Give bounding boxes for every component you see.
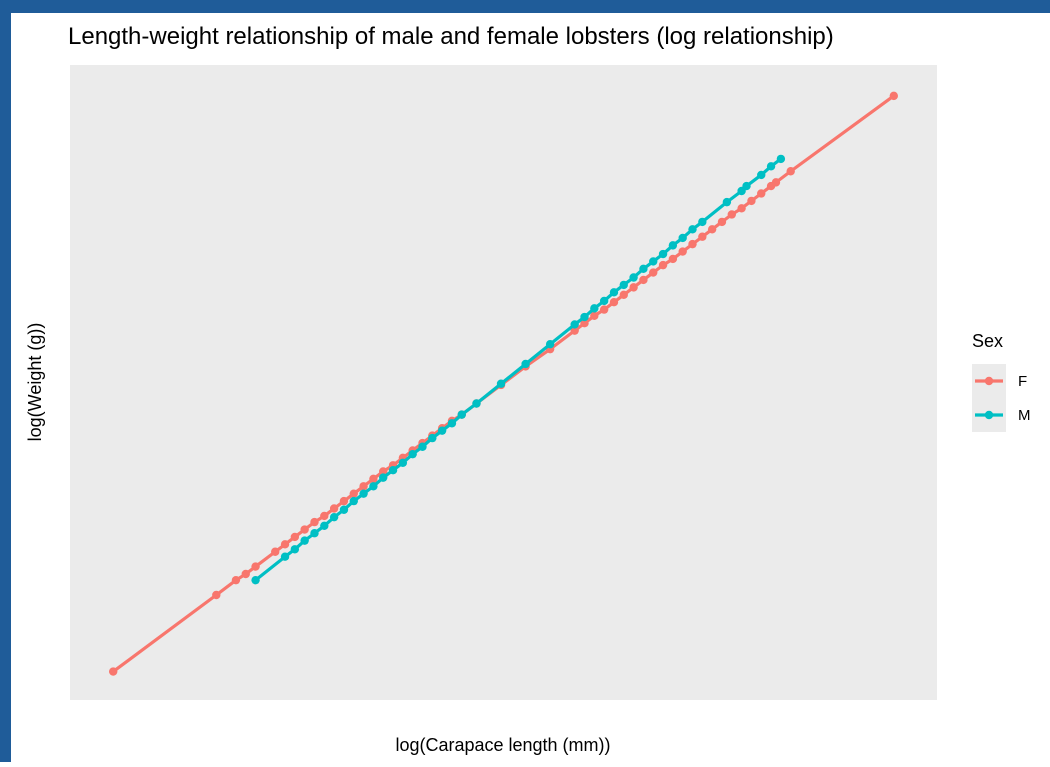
data-point — [251, 575, 260, 585]
data-point — [590, 311, 599, 320]
data-point — [776, 154, 786, 164]
data-point — [668, 254, 678, 264]
data-point — [570, 326, 579, 335]
data-point — [212, 590, 221, 600]
data-point — [609, 297, 619, 307]
legend-title: Sex — [972, 331, 1003, 351]
data-point — [658, 260, 668, 270]
data-point — [447, 419, 457, 428]
data-point — [766, 162, 776, 171]
data-point — [339, 496, 349, 506]
data-point — [599, 305, 609, 314]
data-point — [437, 426, 447, 435]
data-point — [339, 505, 349, 514]
data-point — [747, 196, 756, 206]
frame-top — [0, 0, 1050, 13]
data-point — [658, 249, 668, 259]
data-point — [698, 217, 707, 227]
data-point — [408, 449, 417, 459]
data-point — [300, 525, 309, 534]
data-point — [619, 290, 628, 299]
data-point — [472, 399, 481, 408]
data-point — [418, 442, 427, 451]
data-point — [737, 204, 746, 213]
data-point — [320, 521, 329, 531]
x-axis-label: log(Carapace length (mm)) — [395, 735, 610, 755]
data-point — [757, 170, 766, 180]
data-point — [251, 562, 260, 571]
data-point — [398, 458, 408, 468]
data-point — [570, 320, 579, 329]
data-point — [290, 532, 300, 542]
legend-label: F — [1018, 373, 1027, 390]
data-point — [580, 312, 589, 322]
data-point — [619, 280, 628, 290]
data-point — [369, 482, 378, 491]
data-point — [310, 517, 319, 527]
plot-area — [109, 91, 898, 676]
data-point — [722, 197, 732, 207]
data-point — [698, 232, 707, 241]
legend: Sex FM — [972, 331, 1031, 432]
data-point — [688, 225, 697, 234]
data-point — [678, 233, 687, 243]
data-point — [349, 489, 358, 498]
data-point — [320, 511, 329, 521]
data-point — [639, 264, 648, 274]
data-point — [889, 91, 898, 101]
data-point — [757, 189, 766, 198]
data-point — [359, 482, 368, 491]
data-point — [300, 536, 309, 545]
data-point — [369, 474, 378, 484]
data-point — [707, 225, 717, 234]
data-point — [688, 239, 697, 249]
y-axis-label: log(Weight (g)) — [25, 323, 45, 442]
data-point — [349, 496, 358, 506]
data-point — [271, 547, 280, 556]
data-point — [388, 466, 398, 475]
data-point — [609, 288, 619, 297]
data-point — [771, 178, 781, 187]
data-point — [329, 504, 339, 513]
data-point — [580, 319, 589, 328]
data-point — [727, 210, 736, 219]
data-point — [521, 359, 530, 369]
data-point — [280, 540, 290, 549]
data-point — [649, 257, 658, 266]
data-point — [629, 283, 638, 292]
data-point — [428, 433, 437, 443]
data-point — [496, 379, 506, 388]
data-point — [280, 552, 290, 561]
data-point — [678, 247, 687, 256]
frame-left — [0, 0, 11, 762]
data-point — [639, 275, 648, 285]
data-point — [231, 575, 241, 585]
data-point — [545, 340, 555, 349]
data-point — [290, 545, 300, 554]
legend-point — [984, 376, 994, 386]
data-point — [786, 167, 795, 176]
data-point — [668, 241, 678, 250]
data-point — [379, 467, 388, 476]
legend-point — [984, 410, 994, 420]
data-point — [109, 667, 118, 676]
legend-label: M — [1018, 407, 1031, 424]
data-point — [457, 410, 466, 419]
chart-title: Length-weight relationship of male and f… — [68, 23, 834, 50]
data-point — [629, 273, 638, 282]
data-point — [310, 529, 319, 538]
data-point — [649, 268, 658, 277]
data-point — [717, 217, 727, 227]
data-point — [379, 473, 388, 482]
data-point — [590, 304, 599, 313]
data-point — [599, 296, 609, 306]
data-point — [241, 569, 250, 579]
data-point — [329, 512, 339, 522]
data-point — [742, 181, 751, 191]
data-point — [359, 489, 368, 498]
